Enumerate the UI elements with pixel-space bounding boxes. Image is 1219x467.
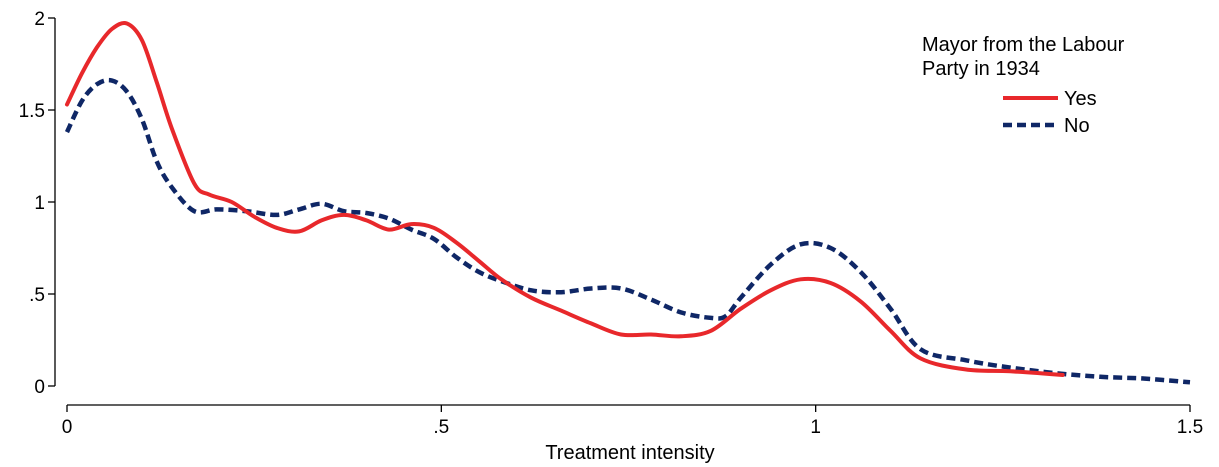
legend: Mayor from the Labour Party in 1934 Yes … xyxy=(922,34,1125,137)
plot-area xyxy=(64,21,1191,385)
y-tick-label: 1.5 xyxy=(19,101,45,122)
series-line-no xyxy=(64,77,1191,385)
x-tick-label: 1 xyxy=(810,417,821,438)
x-tick-label: .5 xyxy=(433,417,449,438)
y-tick-label: 1 xyxy=(34,193,45,214)
y-tick-label: .5 xyxy=(29,285,45,306)
axes: 0 .5 1 1.5 2 0 .5 1 1.5 xyxy=(19,9,1204,438)
y-tick-label: 0 xyxy=(34,377,45,398)
x-tick-label: 1.5 xyxy=(1177,417,1203,438)
legend-label-yes: Yes xyxy=(1064,88,1097,110)
y-tick-label: 2 xyxy=(34,9,45,30)
legend-title-line-1: Mayor from the Labour xyxy=(922,34,1125,56)
series-line-yes xyxy=(65,21,1065,377)
x-tick-label: 0 xyxy=(62,417,73,438)
legend-title-line-2: Party in 1934 xyxy=(922,58,1040,80)
legend-label-no: No xyxy=(1064,115,1090,137)
x-axis-title: Treatment intensity xyxy=(545,442,714,464)
